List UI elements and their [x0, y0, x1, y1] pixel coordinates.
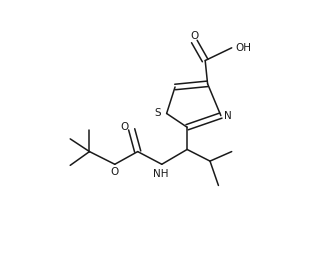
Text: O: O: [121, 122, 129, 132]
Text: OH: OH: [235, 43, 251, 53]
Text: N: N: [224, 111, 232, 120]
Text: O: O: [190, 31, 198, 41]
Text: O: O: [111, 167, 119, 177]
Text: S: S: [154, 108, 161, 119]
Text: NH: NH: [153, 169, 168, 179]
